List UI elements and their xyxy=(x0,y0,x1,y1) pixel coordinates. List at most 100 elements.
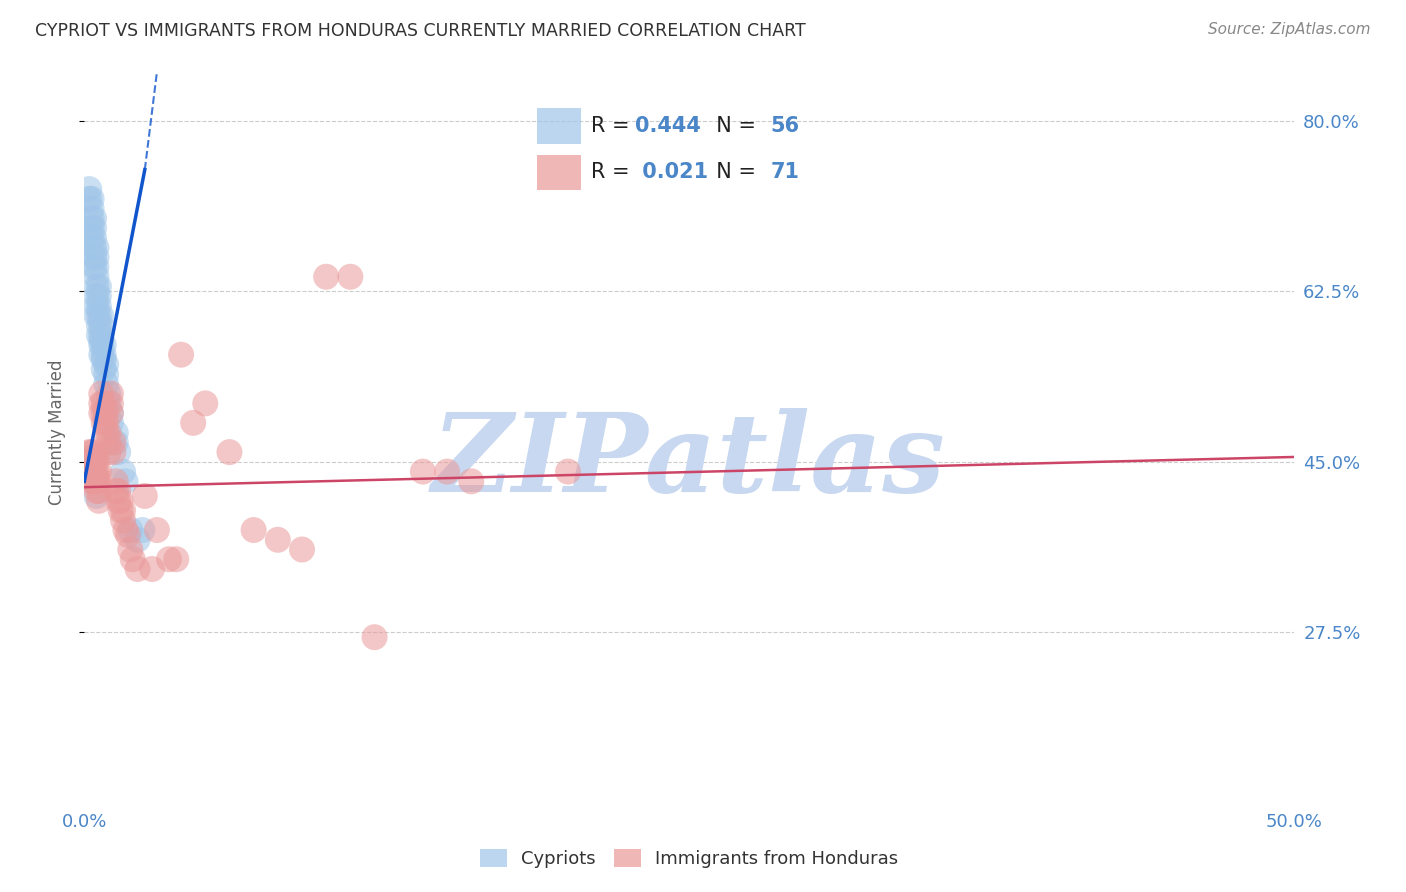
Point xyxy=(87,299,110,313)
Point xyxy=(87,475,110,489)
Y-axis label: Currently Married: Currently Married xyxy=(48,359,66,506)
Point xyxy=(291,542,314,557)
Text: 0.444: 0.444 xyxy=(636,116,702,136)
Point xyxy=(80,465,103,479)
Point xyxy=(86,299,108,313)
Point xyxy=(83,260,105,274)
Text: Source: ZipAtlas.com: Source: ZipAtlas.com xyxy=(1208,22,1371,37)
Point xyxy=(87,318,110,333)
Point xyxy=(412,465,434,479)
Point xyxy=(100,396,122,410)
Point xyxy=(94,416,117,430)
Point xyxy=(86,450,108,464)
Point xyxy=(90,338,112,352)
Point xyxy=(87,289,110,303)
Point xyxy=(86,489,108,503)
Point xyxy=(93,416,115,430)
Point xyxy=(141,562,163,576)
Point xyxy=(83,450,105,464)
Point xyxy=(83,475,105,489)
Point xyxy=(97,425,120,440)
Point xyxy=(121,552,143,566)
Point xyxy=(112,513,135,527)
Point xyxy=(87,279,110,293)
Point xyxy=(93,406,115,420)
Point xyxy=(114,475,136,489)
Point xyxy=(194,396,217,410)
Point xyxy=(86,455,108,469)
Point xyxy=(83,445,105,459)
Bar xyxy=(537,154,581,190)
Point xyxy=(90,333,112,347)
Point xyxy=(77,465,100,479)
Text: CYPRIOT VS IMMIGRANTS FROM HONDURAS CURRENTLY MARRIED CORRELATION CHART: CYPRIOT VS IMMIGRANTS FROM HONDURAS CURR… xyxy=(35,22,806,40)
Point xyxy=(181,416,204,430)
Text: R =: R = xyxy=(592,162,637,182)
Point xyxy=(107,493,129,508)
Point xyxy=(90,318,112,333)
Point xyxy=(77,455,100,469)
Point xyxy=(93,338,115,352)
Point xyxy=(94,376,117,391)
Legend: Cypriots, Immigrants from Honduras: Cypriots, Immigrants from Honduras xyxy=(472,841,905,875)
Point xyxy=(94,425,117,440)
Point xyxy=(315,269,337,284)
Point xyxy=(77,455,100,469)
Point xyxy=(97,396,120,410)
Point xyxy=(97,445,120,459)
Point xyxy=(100,416,122,430)
Point xyxy=(557,465,579,479)
Point xyxy=(87,465,110,479)
Point xyxy=(77,182,100,196)
Point xyxy=(80,455,103,469)
Point xyxy=(339,269,361,284)
Point xyxy=(80,221,103,235)
Point xyxy=(100,386,122,401)
Point xyxy=(83,455,105,469)
Point xyxy=(114,523,136,537)
Point xyxy=(80,192,103,206)
Point xyxy=(107,484,129,499)
Point xyxy=(86,250,108,264)
Point xyxy=(90,406,112,420)
Point xyxy=(97,435,120,450)
Point xyxy=(117,528,139,542)
Point xyxy=(83,465,105,479)
Point xyxy=(83,475,105,489)
Point xyxy=(97,386,120,401)
Point xyxy=(80,211,103,226)
Point xyxy=(83,231,105,245)
Text: R =: R = xyxy=(592,116,637,136)
Point xyxy=(110,493,132,508)
Point xyxy=(104,425,127,440)
Point xyxy=(77,192,100,206)
Point xyxy=(107,445,129,459)
Point xyxy=(77,445,100,459)
Point xyxy=(112,465,135,479)
Point xyxy=(83,211,105,226)
Point xyxy=(100,406,122,420)
Point xyxy=(103,445,125,459)
Point xyxy=(93,348,115,362)
Point xyxy=(80,455,103,469)
Point xyxy=(86,269,108,284)
Point xyxy=(104,484,127,499)
Point xyxy=(170,348,193,362)
Text: N =: N = xyxy=(703,116,762,136)
Point xyxy=(436,465,458,479)
Point xyxy=(86,279,108,293)
Point xyxy=(165,552,187,566)
Point xyxy=(127,533,149,547)
Point xyxy=(87,309,110,323)
Point xyxy=(112,503,135,517)
Point xyxy=(120,542,142,557)
Point xyxy=(87,328,110,343)
Point xyxy=(157,552,180,566)
Point xyxy=(90,328,112,343)
Point xyxy=(131,523,153,537)
Point xyxy=(80,231,103,245)
Point xyxy=(120,523,142,537)
Point xyxy=(83,240,105,254)
Point xyxy=(86,484,108,499)
Point xyxy=(83,221,105,235)
